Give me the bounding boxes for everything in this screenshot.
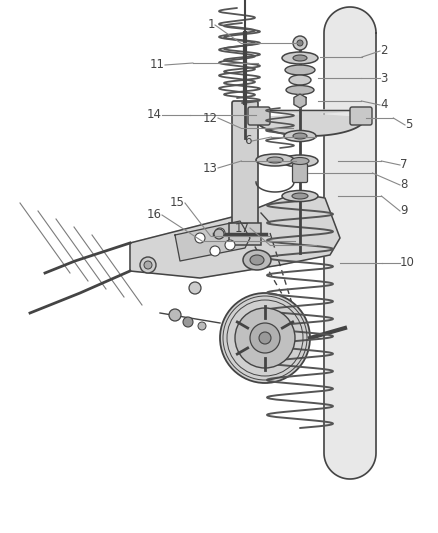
Ellipse shape bbox=[284, 131, 316, 141]
Ellipse shape bbox=[286, 85, 314, 94]
Circle shape bbox=[198, 322, 206, 330]
FancyBboxPatch shape bbox=[293, 164, 307, 182]
Ellipse shape bbox=[282, 155, 318, 167]
FancyBboxPatch shape bbox=[229, 223, 261, 245]
Polygon shape bbox=[294, 94, 306, 108]
Circle shape bbox=[297, 40, 303, 46]
Ellipse shape bbox=[293, 55, 307, 61]
FancyBboxPatch shape bbox=[232, 101, 258, 225]
Text: 16: 16 bbox=[147, 208, 162, 222]
Text: 8: 8 bbox=[400, 179, 407, 191]
Circle shape bbox=[259, 332, 271, 344]
Text: 4: 4 bbox=[380, 99, 388, 111]
Circle shape bbox=[169, 309, 181, 321]
Polygon shape bbox=[175, 221, 250, 261]
Text: 10: 10 bbox=[400, 256, 415, 270]
Ellipse shape bbox=[285, 65, 315, 75]
Text: 15: 15 bbox=[170, 197, 185, 209]
Circle shape bbox=[140, 257, 156, 273]
Text: 11: 11 bbox=[150, 59, 165, 71]
Text: 12: 12 bbox=[203, 111, 218, 125]
Ellipse shape bbox=[291, 157, 309, 165]
Text: 7: 7 bbox=[400, 158, 407, 172]
Circle shape bbox=[195, 233, 205, 243]
Circle shape bbox=[214, 229, 224, 239]
Circle shape bbox=[215, 228, 225, 238]
Ellipse shape bbox=[267, 157, 283, 163]
Polygon shape bbox=[255, 110, 365, 136]
Text: 14: 14 bbox=[147, 109, 162, 122]
Ellipse shape bbox=[292, 193, 308, 199]
Circle shape bbox=[189, 282, 201, 294]
Polygon shape bbox=[130, 193, 340, 278]
Text: 13: 13 bbox=[203, 161, 218, 174]
Text: 5: 5 bbox=[405, 118, 412, 132]
Ellipse shape bbox=[256, 154, 294, 166]
Circle shape bbox=[293, 36, 307, 50]
Circle shape bbox=[144, 261, 152, 269]
Text: 17: 17 bbox=[235, 222, 250, 235]
Circle shape bbox=[220, 293, 310, 383]
Text: 2: 2 bbox=[380, 44, 388, 58]
Circle shape bbox=[225, 240, 235, 250]
Text: 1: 1 bbox=[208, 19, 215, 31]
Text: 6: 6 bbox=[244, 134, 252, 148]
Circle shape bbox=[183, 317, 193, 327]
Text: 3: 3 bbox=[380, 71, 387, 85]
Text: 9: 9 bbox=[400, 205, 407, 217]
Ellipse shape bbox=[243, 250, 271, 270]
Circle shape bbox=[235, 308, 295, 368]
Ellipse shape bbox=[293, 133, 307, 139]
Ellipse shape bbox=[282, 190, 318, 201]
Circle shape bbox=[250, 323, 280, 353]
Ellipse shape bbox=[289, 75, 311, 85]
Ellipse shape bbox=[282, 52, 318, 64]
Polygon shape bbox=[324, 7, 376, 479]
Ellipse shape bbox=[250, 255, 264, 265]
FancyBboxPatch shape bbox=[350, 107, 372, 125]
Circle shape bbox=[210, 246, 220, 256]
FancyBboxPatch shape bbox=[248, 107, 270, 125]
